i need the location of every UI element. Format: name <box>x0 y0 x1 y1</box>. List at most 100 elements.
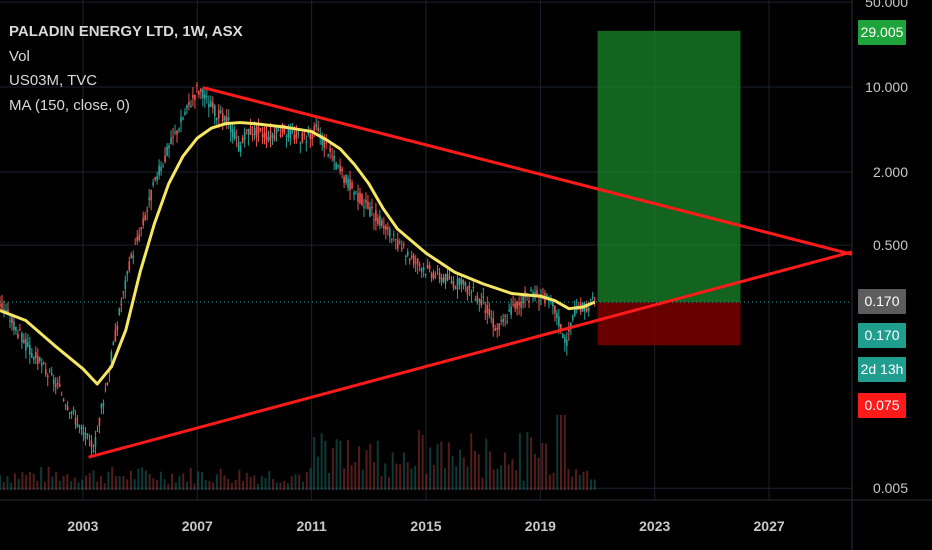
price-candle <box>568 327 570 332</box>
price-candle <box>353 192 355 195</box>
symbol-title[interactable]: PALADIN ENERGY LTD, 1W, ASX <box>9 23 243 40</box>
price-candle <box>393 233 395 235</box>
volume-indicator-label[interactable]: Vol <box>9 47 30 65</box>
price-candle <box>442 277 445 282</box>
price-candle <box>84 432 87 440</box>
price-candle <box>424 274 427 276</box>
price-candle <box>287 128 290 138</box>
volume-bar <box>186 481 189 490</box>
price-candle <box>404 256 407 258</box>
price-candle <box>68 412 71 414</box>
volume-bar <box>257 483 260 490</box>
price-candle <box>233 131 236 139</box>
price-candle <box>271 135 274 138</box>
volume-bar <box>346 439 349 490</box>
price-candle <box>70 411 73 414</box>
moving-average-label[interactable]: MA (150, close, 0) <box>9 96 130 114</box>
volume-bar <box>122 475 125 490</box>
volume-bar <box>43 481 46 490</box>
volume-bar <box>320 433 323 490</box>
price-candle <box>210 100 212 107</box>
x-axis-tick-label: 2003 <box>67 518 98 534</box>
price-candle <box>339 165 341 172</box>
volume-bar <box>515 470 518 490</box>
price-candle <box>486 305 489 314</box>
price-candle <box>345 175 347 184</box>
volume-bar <box>234 479 237 490</box>
volume-bar <box>447 442 450 490</box>
price-candle <box>253 127 256 136</box>
price-candle <box>359 192 361 204</box>
price-candle <box>558 316 560 327</box>
volume-bar <box>522 480 525 490</box>
price-candle <box>152 182 154 186</box>
price-candle <box>490 317 493 319</box>
price-candle <box>508 309 510 312</box>
price-candle <box>257 127 260 134</box>
volume-bar <box>275 482 278 490</box>
price-candle <box>273 134 276 140</box>
price-candle <box>104 389 107 391</box>
price-candle <box>305 141 308 143</box>
price-candle <box>556 313 558 318</box>
volume-bar <box>410 468 413 490</box>
volume-bar <box>444 468 447 490</box>
price-candle <box>36 355 39 364</box>
volume-bar <box>193 483 196 490</box>
price-candle <box>301 132 304 143</box>
price-candle <box>426 265 429 268</box>
price-candle <box>212 102 214 108</box>
price-candle <box>80 427 83 430</box>
price-candle <box>76 423 79 428</box>
volume-bar <box>137 468 140 490</box>
volume-bar <box>313 437 316 490</box>
price-candle <box>369 207 371 217</box>
volume-bar <box>245 472 248 490</box>
volume-bar <box>350 465 353 490</box>
price-candle <box>176 130 178 135</box>
price-candle <box>347 178 349 189</box>
price-candle <box>462 279 465 284</box>
price-candle <box>418 264 421 266</box>
price-candle <box>331 155 333 157</box>
volume-bar <box>537 457 540 490</box>
price-candle <box>269 130 272 141</box>
price-candle <box>94 437 97 448</box>
price-candle <box>402 244 405 246</box>
volume-bar <box>85 475 88 490</box>
volume-bar <box>279 482 282 490</box>
price-candle <box>66 406 69 410</box>
volume-bar <box>455 466 458 490</box>
volume-bar <box>373 461 376 490</box>
volume-bar <box>462 457 465 490</box>
price-candle <box>3 308 5 311</box>
volume-bar <box>141 467 144 490</box>
comparison-series-label[interactable]: US03M, TVC <box>9 72 98 89</box>
price-candle <box>355 191 357 193</box>
volume-bar <box>511 459 514 490</box>
price-candle <box>38 357 41 362</box>
price-candle <box>50 373 53 375</box>
volume-bar <box>488 451 491 490</box>
volume-bar <box>376 440 379 490</box>
price-candle <box>122 291 125 293</box>
price-candle <box>327 154 329 156</box>
last-price-gray-tag: 0.170 <box>858 289 906 314</box>
price-candle <box>460 279 463 285</box>
price-candle <box>182 117 184 120</box>
price-candle <box>44 369 47 375</box>
price-candle <box>52 379 55 384</box>
price-candle <box>311 133 314 140</box>
volume-bar <box>36 480 39 490</box>
price-candle <box>387 227 389 230</box>
volume-bar <box>331 447 334 490</box>
volume-bar <box>10 482 13 490</box>
price-candle <box>361 193 363 206</box>
price-candle <box>198 91 200 95</box>
price-candle <box>589 299 592 301</box>
volume-bar <box>272 479 275 490</box>
price-candle <box>204 94 206 99</box>
volume-bar <box>204 479 207 490</box>
volume-bar <box>286 483 289 490</box>
